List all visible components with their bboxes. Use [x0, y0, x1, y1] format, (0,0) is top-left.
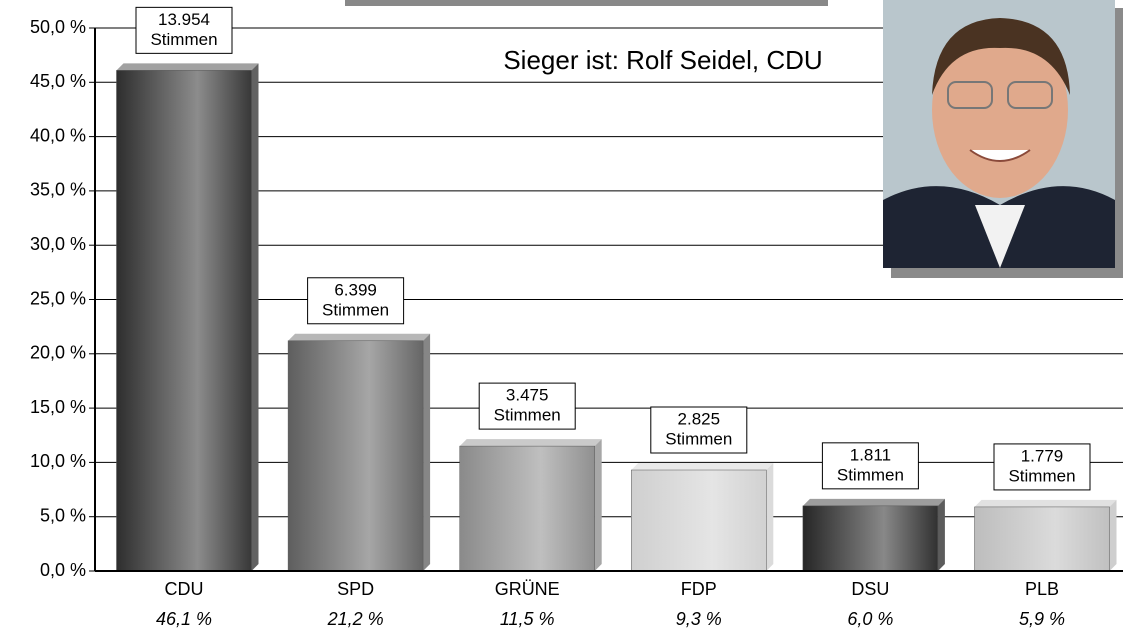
- vote-label: 13.954: [158, 10, 210, 29]
- value-label: 21,2 %: [327, 609, 384, 629]
- vote-label: 1.811: [850, 445, 891, 464]
- y-tick-label: 50,0 %: [30, 17, 86, 37]
- y-tick-label: 35,0 %: [30, 180, 86, 200]
- vote-box: [993, 443, 1091, 491]
- vote-unit: Stimmen: [665, 429, 732, 448]
- photo-smile: [969, 149, 1031, 162]
- bar-side: [937, 498, 945, 571]
- vote-box: [307, 277, 405, 325]
- photo-hair: [932, 18, 1070, 95]
- vote-label: 3.475: [506, 386, 549, 405]
- x-tick-label: PLB: [1025, 579, 1059, 599]
- bar-top: [116, 63, 259, 71]
- bar-top: [974, 499, 1117, 507]
- y-tick-label: 10,0 %: [30, 451, 86, 471]
- vote-unit: Stimmen: [150, 30, 217, 49]
- x-tick-label: CDU: [165, 579, 204, 599]
- y-tick-label: 20,0 %: [30, 343, 86, 363]
- vote-box: [135, 6, 233, 54]
- bar: [459, 445, 595, 572]
- photo-glasses: [1007, 81, 1053, 109]
- bar-side: [1109, 499, 1117, 571]
- photo-face: [932, 22, 1068, 198]
- bar-side: [423, 333, 431, 571]
- y-tick-label: 30,0 %: [30, 234, 86, 254]
- bar-top: [802, 498, 945, 506]
- value-label: 9,3 %: [676, 609, 722, 629]
- bar-side: [251, 63, 259, 571]
- vote-label: 6.399: [334, 280, 377, 299]
- bar: [802, 505, 939, 572]
- bar-top: [459, 439, 602, 447]
- bar-top: [288, 333, 431, 341]
- bar-top: [631, 463, 774, 471]
- value-label: 11,5 %: [500, 609, 555, 629]
- y-tick-label: 15,0 %: [30, 397, 86, 417]
- value-label: 5,9 %: [1019, 609, 1065, 629]
- x-tick-label: FDP: [681, 579, 717, 599]
- title-box-edge: [345, 0, 828, 6]
- y-tick-label: 40,0 %: [30, 125, 86, 145]
- photo: [883, 0, 1123, 278]
- vote-unit: Stimmen: [1008, 466, 1075, 485]
- y-tick-label: 5,0 %: [40, 505, 86, 525]
- plot-area: 0,0 % 5,0 % 10,0 % 15,0 % 20,0 % 25,0 % 30,0 %…: [30, 6, 1123, 629]
- photo-glasses: [947, 81, 993, 109]
- bar-side: [766, 463, 774, 571]
- vote-unit: Stimmen: [837, 465, 904, 484]
- photo-shirt: [975, 205, 1025, 268]
- vote-box: [650, 406, 748, 454]
- vote-label: 1.779: [1021, 446, 1064, 465]
- vote-label: 2.825: [678, 409, 721, 428]
- bar: [631, 469, 767, 572]
- y-tick-label: 0,0 %: [40, 560, 86, 580]
- x-tick-label: GRÜNE: [495, 579, 560, 599]
- bar-side: [594, 439, 602, 571]
- vote-unit: Stimmen: [322, 300, 389, 319]
- y-tick-label: 45,0 %: [30, 71, 86, 91]
- x-tick-label: SPD: [337, 579, 374, 599]
- y-tick-label: 25,0 %: [30, 288, 86, 308]
- vote-unit: Stimmen: [494, 406, 561, 425]
- annotation: Sieger ist: Rolf Seidel, CDU: [503, 45, 822, 75]
- value-label: 6,0 %: [847, 609, 893, 629]
- vote-box: [478, 382, 576, 430]
- bar: [287, 340, 424, 572]
- vote-box: [821, 442, 919, 490]
- bar: [974, 506, 1110, 572]
- value-label: 46,1 %: [156, 609, 212, 629]
- x-tick-label: DSU: [851, 579, 889, 599]
- bar: [116, 70, 252, 572]
